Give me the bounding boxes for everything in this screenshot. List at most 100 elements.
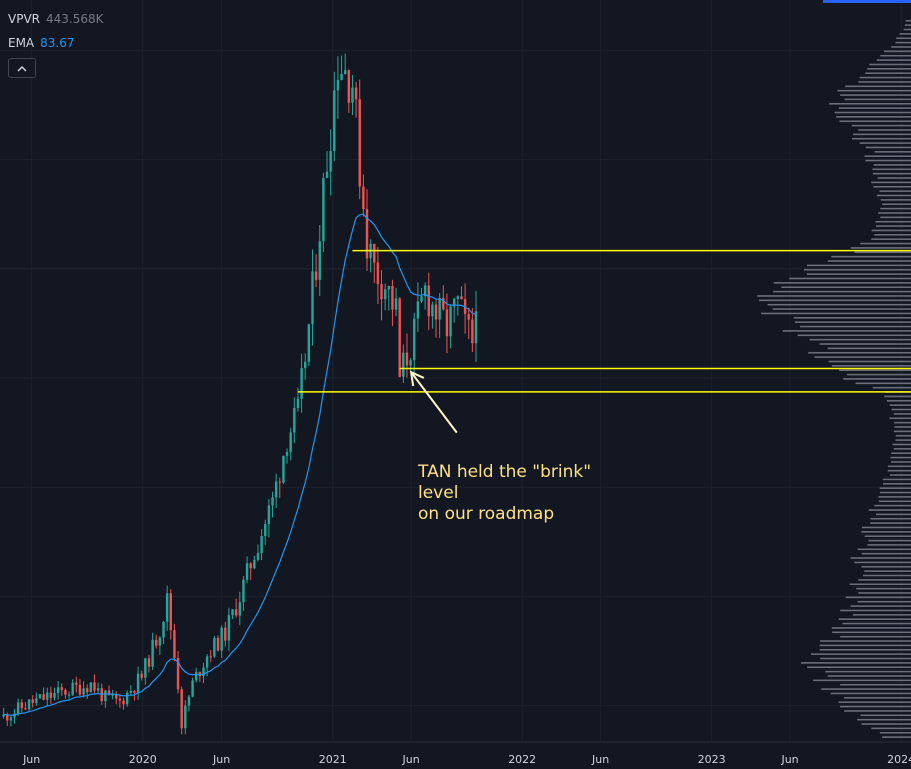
candle-up (89, 682, 93, 693)
candle-up (231, 609, 234, 616)
candle-up (158, 637, 162, 646)
volume-profile-bar (878, 212, 911, 214)
volume-profile-bar (838, 701, 911, 703)
volume-profile-bar (825, 670, 911, 673)
volume-profile-bar (836, 116, 911, 118)
candle-up (394, 298, 398, 310)
volume-profile-bar (814, 356, 911, 358)
annotation-line-2: level (418, 483, 459, 503)
volume-profile-bar (831, 365, 911, 367)
candle-up (53, 693, 56, 698)
volume-profile-bar (861, 531, 911, 533)
candle-up (329, 150, 332, 172)
volume-profile-bar (858, 579, 911, 581)
volume-profile-bar (782, 330, 911, 332)
volume-profile-bar (843, 378, 911, 380)
volume-profile-bar (890, 456, 911, 459)
volume-profile-bar (871, 727, 911, 730)
candle-down (93, 682, 96, 691)
chevron-up-icon (17, 65, 27, 72)
volume-profile-bar (857, 718, 911, 721)
volume-profile-bar (878, 496, 911, 498)
volume-profile-bar (894, 426, 911, 428)
volume-profile-bar (886, 399, 911, 402)
volume-profile-bar (834, 111, 911, 114)
volume-profile-bar (865, 146, 911, 149)
candle-up (165, 593, 169, 622)
volume-profile-bar (858, 81, 911, 83)
candle-up (343, 70, 347, 75)
candle-down (155, 639, 158, 646)
volume-profile-bar (889, 474, 911, 476)
volume-profile-bar (879, 491, 911, 494)
candle-up (307, 324, 311, 362)
volume-profile-bar (806, 264, 911, 267)
volume-profile-bar (807, 666, 911, 669)
volume-profile-bar (846, 373, 911, 376)
volume-profile-bar (773, 290, 911, 293)
candle-up (38, 694, 42, 699)
candle-down (398, 298, 401, 377)
candle-up (416, 301, 420, 319)
legend-vpvr[interactable]: VPVR 443.568K (8, 12, 104, 26)
volume-profile-bar (891, 408, 911, 411)
candle-down (434, 304, 438, 320)
volume-profile-bar (889, 404, 911, 406)
candle-down (169, 593, 172, 631)
candle-up (423, 285, 427, 297)
volume-profile-bar (865, 72, 911, 74)
volume-profile-bar (872, 172, 911, 175)
volume-profile-bar (880, 199, 911, 201)
volume-profile-bar (893, 413, 911, 415)
volume-profile-bar (859, 142, 911, 144)
x-axis-tick-label: Jun (591, 753, 609, 766)
volume-profile-bar (872, 168, 911, 171)
volume-profile-bar (793, 317, 911, 319)
volume-profile-bar (882, 203, 911, 206)
volume-profile-bar (856, 587, 911, 590)
volume-profile-bar (839, 120, 911, 123)
volume-profile-bar (757, 295, 911, 297)
volume-profile-bar (887, 469, 911, 472)
volume-profile-bar (831, 255, 911, 258)
volume-profile-bar (821, 688, 911, 690)
legend-vpvr-value: 443.568K (46, 12, 104, 26)
candle-up (325, 171, 329, 178)
volume-profile-bar (797, 334, 911, 337)
volume-profile-bar (820, 640, 911, 642)
candle-down (354, 87, 358, 100)
candle-up (27, 699, 31, 710)
volume-profile-bar (819, 343, 911, 345)
volume-profile-bar (852, 614, 911, 616)
volume-profile-bar (871, 238, 911, 240)
volume-profile-bar (850, 247, 911, 249)
candle-up (318, 241, 321, 280)
volume-profile-bar (892, 443, 911, 446)
volume-profile-bar (839, 705, 911, 708)
volume-profile-bar (903, 28, 911, 31)
volume-profile-bar (873, 185, 911, 188)
volume-profile-bar (781, 286, 911, 289)
volume-profile-bar (861, 526, 911, 529)
volume-profile-bar (873, 164, 911, 166)
candle-up (300, 368, 303, 399)
volume-profile-bar (758, 299, 911, 302)
x-axis-tick-label: Jun (402, 753, 420, 766)
volume-profile-bar (800, 325, 911, 328)
annotation-line-1: TAN held the "brink" (418, 462, 592, 482)
volume-profile-bar (820, 657, 911, 660)
volume-profile-bar (876, 225, 911, 227)
volume-profile-bar (893, 448, 911, 450)
volume-profile-bar (893, 430, 911, 433)
candle-up (456, 296, 460, 299)
legend-ema[interactable]: EMA 83.67 (8, 36, 75, 50)
volume-profile-bar (879, 190, 911, 192)
volume-profile-bar (808, 351, 911, 354)
volume-profile-bar (889, 417, 911, 420)
candle-up (333, 90, 336, 151)
volume-profile-bar (861, 552, 911, 555)
volume-profile-bar (875, 513, 911, 516)
candle-up (56, 687, 60, 694)
collapse-legend-button[interactable] (8, 58, 36, 78)
